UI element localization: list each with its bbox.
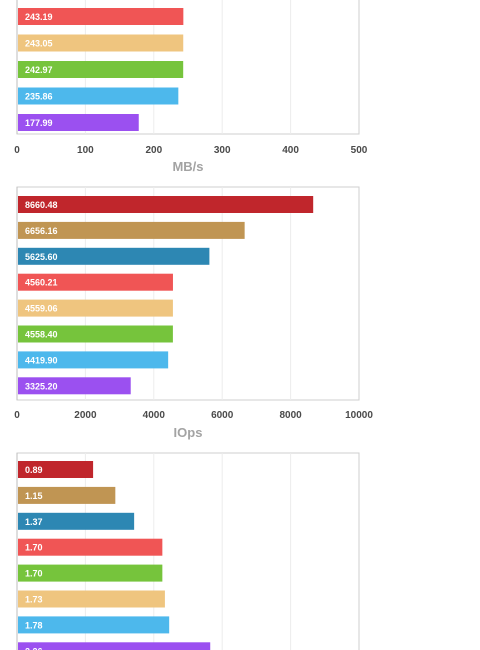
bar-data-label: 4560.21: [25, 278, 58, 288]
x-tick-label: 0: [14, 410, 20, 421]
bar: [18, 221, 245, 239]
x-tick-label: 100: [77, 145, 94, 156]
bar: [18, 512, 135, 530]
bar-data-label: 243.19: [25, 12, 53, 22]
bar: [18, 564, 163, 582]
x-tick-label: 200: [145, 145, 162, 156]
bar-data-label: 4419.90: [25, 355, 58, 365]
x-tick-label: 4000: [143, 410, 166, 421]
bar: [18, 299, 173, 317]
bar: [18, 538, 163, 556]
x-tick-label: 2000: [74, 410, 97, 421]
bar-data-label: 177.99: [25, 118, 53, 128]
bar-data-label: 1.78: [25, 620, 43, 630]
x-tick-label: 0: [14, 145, 20, 156]
bar-data-label: 8660.48: [25, 200, 58, 210]
bar-data-label: 4558.40: [25, 330, 58, 340]
bar-data-label: 1.15: [25, 491, 43, 501]
bar-data-label: 3325.20: [25, 381, 58, 391]
bar-data-label: 1.73: [25, 595, 43, 605]
bar-data-label: 1.70: [25, 543, 43, 553]
bar-data-label: 0.89: [25, 465, 43, 475]
bar: [18, 486, 116, 504]
bar-data-label: 243.05: [25, 39, 53, 49]
bar: [18, 642, 211, 650]
bar: [18, 461, 94, 478]
x-tick-label: 6000: [211, 410, 234, 421]
chart-2: 8660.48 6656.16 5625.60 4560.21 4559.06 4558.…: [14, 186, 373, 440]
bar-data-label: 1.70: [25, 569, 43, 579]
bar: [18, 61, 184, 78]
bar-data-label: 1.37: [25, 517, 43, 527]
bar: [18, 590, 165, 608]
bar: [18, 377, 131, 395]
bar: [18, 273, 173, 291]
bar: [18, 616, 170, 634]
bar: [18, 325, 173, 343]
bar-data-label: 235.86: [25, 92, 53, 102]
bar: [18, 34, 184, 52]
chart-3: 0.89 1.15 1.37 1.70 1.70 1.73 1.78 2.26: [16, 452, 360, 650]
x-tick-label: 300: [214, 145, 231, 156]
bar-data-label: 2.26: [25, 646, 43, 650]
bar-data-label: 5625.60: [25, 252, 58, 262]
bar: [18, 247, 210, 265]
bar-data-label: 242.97: [25, 65, 53, 75]
x-tick-label: 8000: [279, 410, 302, 421]
bar: [18, 87, 179, 105]
bar-data-label: 6656.16: [25, 226, 58, 236]
bar: [18, 114, 139, 131]
x-axis-title: IOps: [174, 425, 203, 440]
bar: [18, 196, 314, 213]
chart-1: 243.19 243.05 242.97 235.86 177.99 0 100 200 300…: [14, 0, 368, 174]
x-tick-label: 500: [351, 145, 368, 156]
bar-data-label: 4559.06: [25, 304, 58, 314]
bar: [18, 351, 169, 369]
x-tick-label: 10000: [345, 410, 373, 421]
x-axis-title: MB/s: [172, 159, 203, 174]
x-tick-label: 400: [282, 145, 299, 156]
bar: [18, 8, 184, 25]
